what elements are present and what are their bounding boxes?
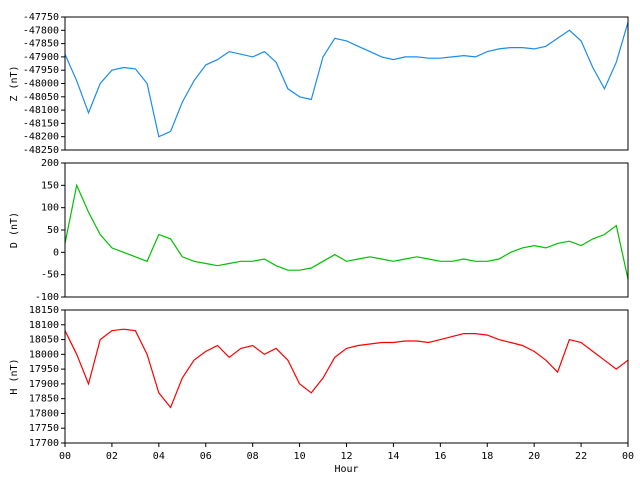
y-tick-label: -48100 [23, 105, 59, 116]
x-tick-label: 20 [528, 451, 540, 462]
y-tick-label: -48000 [23, 79, 59, 90]
y-tick-label: -100 [35, 292, 59, 303]
y-tick-label: -47900 [23, 52, 59, 63]
y-tick-label: -48050 [23, 92, 59, 103]
y-tick-label: 17800 [29, 408, 59, 419]
y-tick-label: 200 [41, 158, 59, 169]
x-tick-label: 08 [247, 451, 259, 462]
data-line [64, 22, 629, 138]
y-tick-label: 18000 [29, 349, 59, 360]
x-tick-label: 04 [153, 451, 165, 462]
y-tick-label: -47800 [23, 25, 59, 36]
data-line [64, 328, 629, 409]
x-tick-label: 00 [622, 451, 634, 462]
y-tick-label: -48200 [23, 132, 59, 143]
y-tick-label: 0 [53, 247, 59, 258]
y-tick-label: 17850 [29, 394, 59, 405]
y-tick-label: -47750 [23, 12, 59, 23]
y-tick-label: 150 [41, 180, 59, 191]
x-tick-label: 22 [575, 451, 587, 462]
x-tick-label: 14 [387, 451, 399, 462]
y-tick-label: 18150 [29, 305, 59, 316]
plot-frame [64, 309, 629, 444]
data-line [64, 183, 629, 280]
x-tick-label: 10 [294, 451, 306, 462]
x-tick-label: 16 [434, 451, 446, 462]
y-tick-label: 18100 [29, 320, 59, 331]
y-tick-label: 100 [41, 203, 59, 214]
y-tick-label: 17900 [29, 379, 59, 390]
y-tick-label: 18050 [29, 335, 59, 346]
x-tick-label: 00 [59, 451, 71, 462]
x-tick-label: 18 [481, 451, 493, 462]
y-axis-label: D (nT) [9, 212, 20, 248]
y-tick-label: -47850 [23, 39, 59, 50]
y-tick-label: -48150 [23, 118, 59, 129]
x-axis-label: Hour [334, 464, 358, 475]
y-tick-label: -50 [41, 270, 59, 281]
y-tick-label: 17950 [29, 364, 59, 375]
y-tick-label: 17700 [29, 438, 59, 449]
y-axis-label: H (nT) [9, 358, 20, 394]
x-tick-label: 06 [200, 451, 212, 462]
plot-frame [64, 16, 629, 151]
y-tick-label: -47950 [23, 65, 59, 76]
x-tick-label: 02 [106, 451, 118, 462]
y-tick-label: 17750 [29, 423, 59, 434]
x-tick-label: 12 [340, 451, 352, 462]
plot-frame [64, 162, 629, 298]
y-tick-label: 50 [47, 225, 59, 236]
y-axis-label: Z (nT) [9, 65, 20, 101]
y-tick-label: -48250 [23, 145, 59, 156]
